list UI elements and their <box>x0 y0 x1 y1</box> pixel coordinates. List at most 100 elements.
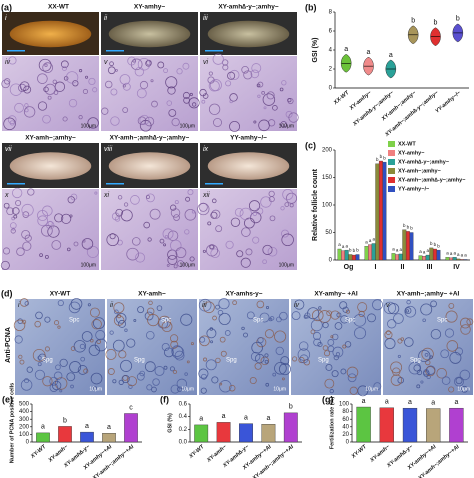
letter: b <box>411 18 415 25</box>
cell <box>236 250 244 258</box>
y-tick-label: 100 <box>339 402 350 408</box>
cell <box>250 69 260 79</box>
y-tick-label: 40 <box>342 424 349 430</box>
y-tick-label: 500 <box>19 402 30 408</box>
cell <box>287 97 292 103</box>
numeral: v <box>104 59 108 66</box>
letter: a <box>344 46 348 53</box>
numeral: xi <box>103 192 110 199</box>
cell <box>292 356 298 362</box>
scale-label: 100μm <box>81 123 96 129</box>
cell <box>387 319 397 329</box>
cell <box>197 202 210 216</box>
gonad <box>108 20 191 48</box>
cell <box>61 65 67 71</box>
bar <box>409 232 414 261</box>
cell <box>44 346 50 352</box>
cell <box>294 299 305 310</box>
cell <box>386 330 391 336</box>
cell <box>87 117 99 129</box>
cell <box>32 348 46 362</box>
letter: a <box>385 399 389 406</box>
cell <box>54 320 60 326</box>
cell <box>268 196 275 203</box>
cell <box>218 312 231 325</box>
cell <box>420 303 433 316</box>
cell <box>324 378 335 389</box>
cell <box>446 340 459 352</box>
letter: b <box>437 243 440 248</box>
legend-label: XY-amh−;amh∆-y−;amhy− <box>398 177 465 183</box>
legend-swatch <box>388 159 395 165</box>
cell <box>70 346 76 351</box>
letter: a <box>446 250 449 255</box>
cell <box>372 299 383 311</box>
cell <box>256 83 261 88</box>
cell <box>190 342 194 346</box>
y-tick-label: 0 <box>26 440 30 446</box>
cell <box>259 312 270 323</box>
letter: a <box>464 253 467 258</box>
cell <box>423 369 430 376</box>
letter: a <box>367 49 371 56</box>
genotype-title: XY-amh−;amh∆-y−;amhy− <box>110 135 190 142</box>
cell <box>152 378 160 386</box>
cell <box>299 354 309 364</box>
cell <box>347 373 357 383</box>
cell <box>88 344 100 356</box>
y-tick-label: 0 <box>346 440 350 446</box>
cell <box>188 97 200 109</box>
cell <box>245 248 253 256</box>
legend-swatch <box>388 177 395 183</box>
cell <box>19 81 30 91</box>
cell <box>170 334 179 343</box>
cell <box>430 300 437 308</box>
cell <box>34 320 41 328</box>
cell <box>354 327 367 340</box>
cell <box>279 87 284 92</box>
cell <box>332 346 344 358</box>
cell <box>310 329 316 335</box>
bar <box>216 422 231 443</box>
cell <box>405 309 410 313</box>
bar <box>58 426 72 443</box>
cell <box>163 68 168 74</box>
numeral: ii <box>104 15 108 22</box>
cell <box>151 386 157 393</box>
cell <box>323 350 331 357</box>
cell <box>209 79 222 92</box>
cell <box>127 376 138 387</box>
cell <box>215 304 220 310</box>
cell <box>257 81 264 88</box>
cell <box>184 372 188 376</box>
cell-label: Spg <box>410 358 421 364</box>
cell <box>288 112 299 123</box>
cell <box>393 313 404 324</box>
panel-label: (a) <box>1 2 12 12</box>
cell <box>42 376 53 387</box>
cell <box>262 259 267 265</box>
numeral: i <box>18 302 20 309</box>
cell <box>77 365 88 375</box>
bar <box>425 254 430 261</box>
x-tick-label: XY-WT <box>29 444 47 461</box>
cell <box>413 364 421 372</box>
cell <box>82 88 89 95</box>
cell <box>51 240 62 250</box>
cell <box>70 298 83 310</box>
letter: b <box>430 241 433 246</box>
cell <box>81 238 94 250</box>
cell <box>12 187 23 199</box>
cell <box>92 87 98 93</box>
letter: b <box>456 16 460 23</box>
cell <box>133 319 137 322</box>
cell <box>145 330 155 340</box>
cell <box>262 244 273 255</box>
bar <box>429 247 434 261</box>
cell <box>112 339 125 352</box>
cell <box>59 389 63 393</box>
numeral: vii <box>5 146 12 153</box>
gonad <box>108 152 191 180</box>
cell <box>81 331 93 342</box>
cell <box>173 264 178 269</box>
